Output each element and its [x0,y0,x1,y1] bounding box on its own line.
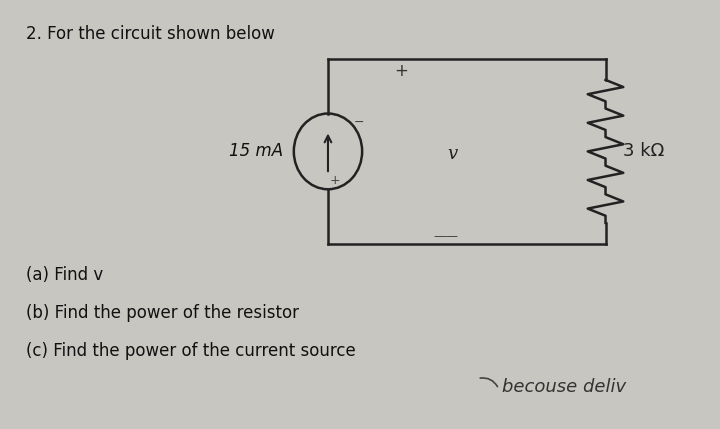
Text: +: + [395,63,408,81]
Text: (a) Find v: (a) Find v [25,266,103,284]
Text: ——: —— [433,230,458,243]
Text: (b) Find the power of the resistor: (b) Find the power of the resistor [25,304,299,322]
Text: becouse deliv: becouse deliv [503,378,626,396]
Text: +: + [330,174,341,187]
Text: 2. For the circuit shown below: 2. For the circuit shown below [25,25,274,43]
Text: −: − [354,116,364,129]
Text: v: v [447,145,458,163]
Text: 15 mA: 15 mA [229,142,283,160]
Text: 3 kΩ: 3 kΩ [624,142,665,160]
Text: (c) Find the power of the current source: (c) Find the power of the current source [25,342,355,360]
